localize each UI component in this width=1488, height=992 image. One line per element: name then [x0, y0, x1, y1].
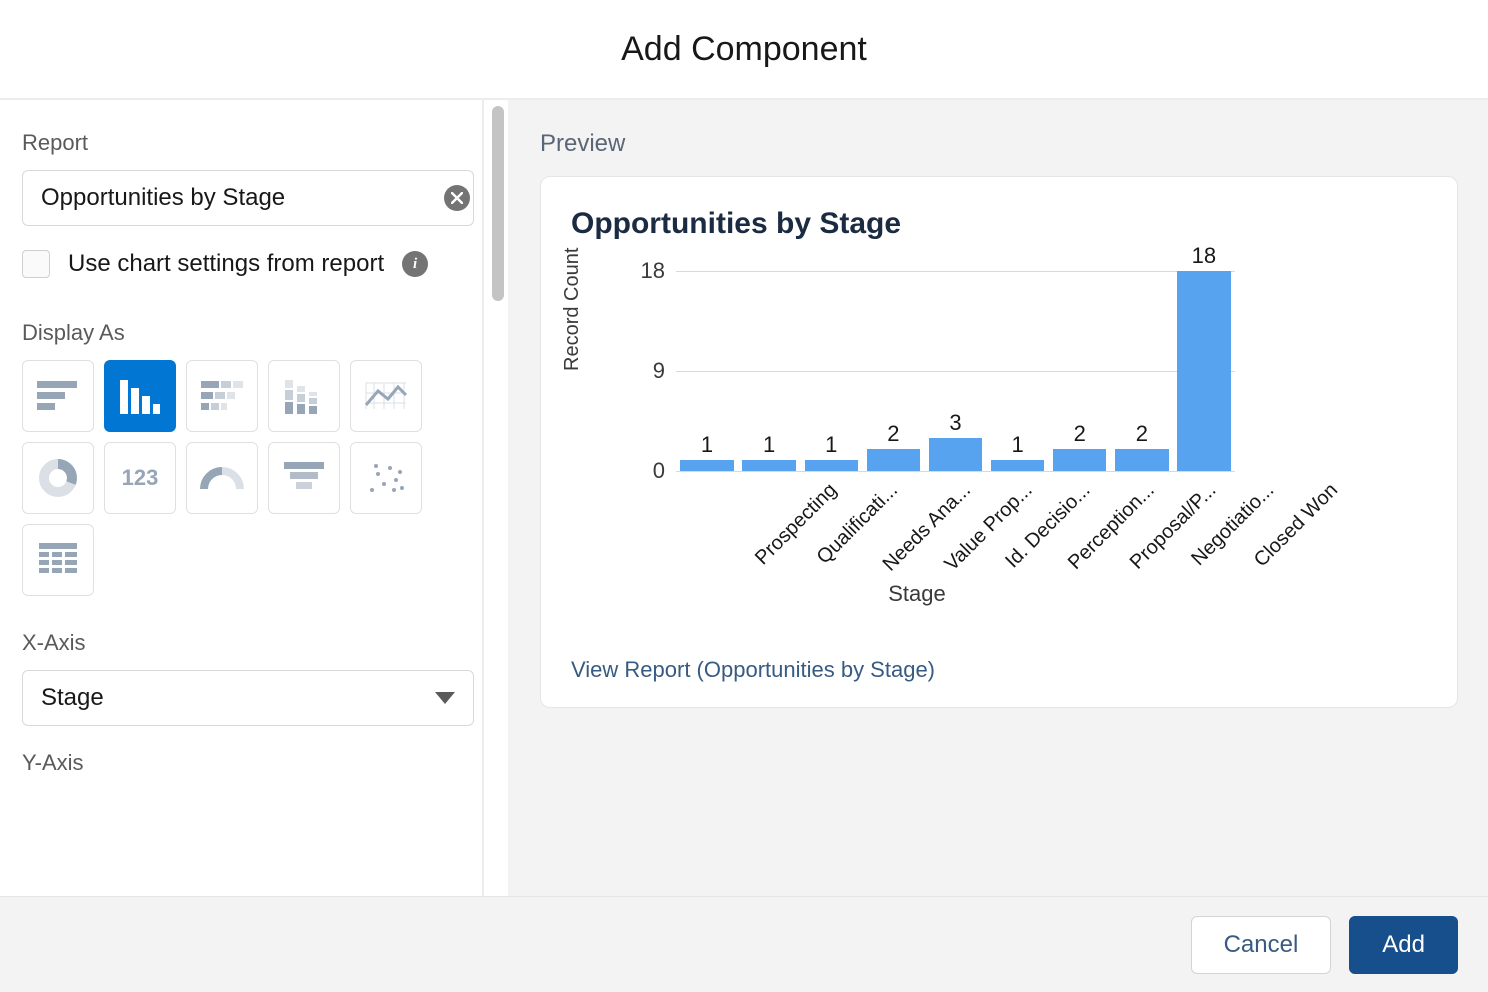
chart-type-funnel[interactable] — [268, 442, 340, 514]
bar: 2 — [867, 449, 920, 471]
x-label-slot: Perception... — [986, 479, 1048, 579]
preview-card: Opportunities by Stage Record Count 0918… — [540, 176, 1458, 708]
info-icon[interactable]: i — [402, 251, 428, 277]
bar-value-label: 2 — [1136, 421, 1148, 447]
bar: 3 — [929, 438, 982, 471]
chart-type-grid: 123 — [22, 360, 490, 596]
y-axis-ticks: 0918 — [621, 271, 665, 471]
x-axis-select[interactable]: Stage — [22, 670, 474, 726]
preview-panel: Preview Opportunities by Stage Record Co… — [508, 100, 1488, 896]
chart-type-scatter[interactable] — [350, 442, 422, 514]
gridline — [676, 471, 1235, 472]
chart-type-metric[interactable]: 123 — [104, 442, 176, 514]
chart-type-table[interactable] — [22, 524, 94, 596]
chart-type-stackedh[interactable] — [186, 360, 258, 432]
report-input-wrap: Opportunities by Stage — [22, 170, 486, 226]
scrollbar-thumb[interactable] — [492, 106, 504, 301]
bar: 1 — [991, 460, 1044, 471]
y-axis-label: Y-Axis — [22, 750, 486, 776]
x-label-slot: Needs Ana... — [799, 479, 861, 579]
bar-slot: 3 — [924, 438, 986, 471]
chart-type-stackedv[interactable] — [268, 360, 340, 432]
bar-slot: 1 — [738, 460, 800, 471]
preview-label: Preview — [540, 130, 1458, 158]
view-report-link[interactable]: View Report (Opportunities by Stage) — [571, 657, 1427, 683]
x-axis-select-wrap: Stage — [22, 670, 486, 726]
bar: 2 — [1115, 449, 1168, 471]
bar-value-label: 1 — [825, 432, 837, 458]
bar: 2 — [1053, 449, 1106, 471]
x-label-slot: Qualificati... — [737, 479, 799, 579]
modal-title: Add Component — [621, 30, 867, 69]
modal-footer: Cancel Add — [0, 896, 1488, 992]
x-axis-labels: ProspectingQualificati...Needs Ana...Val… — [675, 479, 1235, 579]
chart-plot-area: 1112312218 — [675, 271, 1235, 471]
chart-type-hbar[interactable] — [22, 360, 94, 432]
modal-body: Report Opportunities by Stage Use chart … — [0, 100, 1488, 896]
bar-chart: Record Count 0918 1112312218 Prospecting… — [567, 271, 1267, 601]
chart-type-donut[interactable] — [22, 442, 94, 514]
x-label-slot: Id. Decisio... — [924, 479, 986, 579]
bar-value-label: 1 — [701, 432, 713, 458]
modal-header: Add Component — [0, 0, 1488, 100]
chart-card-title: Opportunities by Stage — [571, 207, 1427, 241]
clear-report-icon[interactable] — [444, 185, 470, 211]
report-input-value: Opportunities by Stage — [41, 184, 285, 212]
x-label-slot: Closed Won — [1173, 479, 1235, 579]
y-tick: 18 — [621, 258, 665, 284]
settings-panel: Report Opportunities by Stage Use chart … — [0, 100, 508, 896]
bar-slot: 2 — [862, 449, 924, 471]
y-tick: 9 — [621, 358, 665, 384]
x-axis-label: X-Axis — [22, 630, 486, 656]
use-chart-settings-row: Use chart settings from report i — [22, 250, 486, 278]
y-axis-title: Record Count — [561, 248, 584, 371]
bar-value-label: 3 — [949, 410, 961, 436]
x-label-slot: Negotiatio... — [1111, 479, 1173, 579]
bar-slot: 2 — [1111, 449, 1173, 471]
add-button[interactable]: Add — [1349, 916, 1458, 974]
cancel-button[interactable]: Cancel — [1191, 916, 1332, 974]
bar: 18 — [1177, 271, 1230, 471]
chart-type-gauge[interactable] — [186, 442, 258, 514]
bar-slot: 1 — [676, 460, 738, 471]
bar: 1 — [680, 460, 733, 471]
bar-slot: 1 — [800, 460, 862, 471]
scrollbar-track[interactable] — [492, 100, 508, 896]
bars-container: 1112312218 — [676, 271, 1235, 471]
display-as-label: Display As — [22, 320, 486, 346]
bar-slot: 18 — [1173, 271, 1235, 471]
bar-slot: 1 — [987, 460, 1049, 471]
x-axis-title: Stage — [567, 581, 1267, 637]
x-axis-value: Stage — [41, 684, 104, 712]
x-label-slot: Value Prop... — [862, 479, 924, 579]
bar-value-label: 1 — [763, 432, 775, 458]
chart-type-line[interactable] — [350, 360, 422, 432]
x-label-slot: Prospecting — [675, 479, 737, 579]
bar-slot: 2 — [1049, 449, 1111, 471]
bar-value-label: 18 — [1192, 243, 1216, 269]
bar: 1 — [742, 460, 795, 471]
use-chart-settings-checkbox[interactable] — [22, 250, 50, 278]
report-input[interactable]: Opportunities by Stage — [22, 170, 474, 226]
use-chart-settings-label: Use chart settings from report — [68, 250, 384, 278]
bar-value-label: 2 — [1074, 421, 1086, 447]
bar-value-label: 1 — [1011, 432, 1023, 458]
x-label-slot: Proposal/P... — [1048, 479, 1110, 579]
y-tick: 0 — [621, 458, 665, 484]
chart-type-vbar[interactable] — [104, 360, 176, 432]
report-label: Report — [22, 130, 486, 156]
chevron-down-icon — [435, 692, 455, 704]
bar: 1 — [805, 460, 858, 471]
bar-value-label: 2 — [887, 421, 899, 447]
